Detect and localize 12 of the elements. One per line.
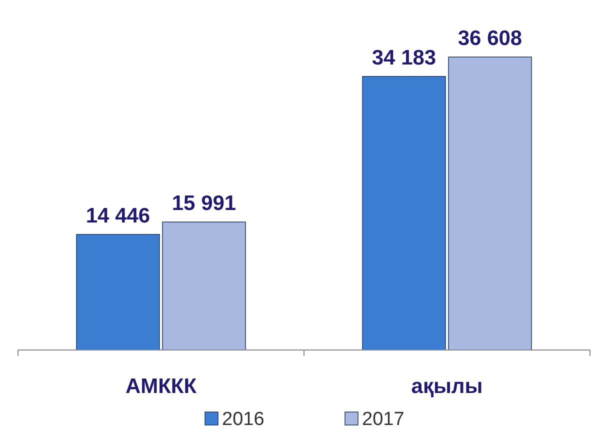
bar: [362, 76, 446, 350]
data-label: 15 991: [172, 192, 236, 216]
legend-label: 2017: [362, 409, 404, 430]
bar: [162, 222, 246, 350]
bar: [448, 56, 532, 350]
x-tick-label: ақылы: [411, 375, 483, 398]
bar: [76, 234, 160, 350]
data-label: 34 183: [372, 46, 436, 70]
x-tick-label: АМККК: [125, 375, 197, 398]
data-label: 14 446: [86, 204, 150, 228]
legend-label: 2016: [222, 409, 264, 430]
data-label: 36 608: [458, 27, 522, 50]
